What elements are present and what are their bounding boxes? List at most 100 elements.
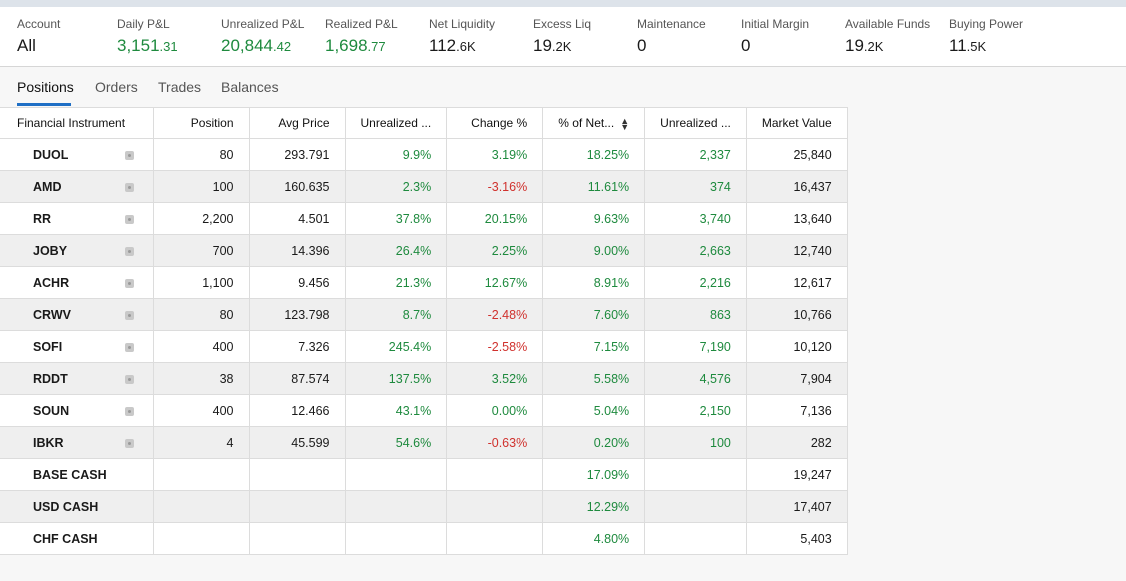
cell-change-pct: -3.16% [446, 170, 544, 203]
positions-table-body: DUOL 80 293.791 9.9% 3.19% 18.25% 2,337 25,840 A… [0, 138, 848, 555]
contract-info-icon[interactable] [125, 375, 134, 384]
symbol-label: AMD [33, 179, 62, 194]
header-position[interactable]: Position [152, 107, 250, 139]
contract-info-icon[interactable] [125, 343, 134, 352]
cell-unrealized-pnl [644, 458, 747, 491]
header-unrealized-pnl[interactable]: Unrealized ... [644, 107, 747, 139]
cell-pct-of-net-liq: 9.63% [542, 202, 646, 235]
account-selector[interactable]: All [17, 36, 36, 55]
contract-info-icon[interactable] [125, 311, 134, 320]
cell-avg-price: 45.599 [248, 426, 346, 459]
tab-orders[interactable]: Orders [95, 79, 138, 95]
cell-change-pct: 0.00% [446, 394, 544, 427]
table-row[interactable]: RR 2,200 4.501 37.8% 20.15% 9.63% 3,740 13,640 [0, 202, 848, 235]
header-financial-instrument[interactable]: Financial Instrument [0, 107, 154, 139]
cell-position: 100 [152, 170, 250, 203]
cell-unrealized-pct [344, 522, 448, 555]
cell-market-value: 12,740 [745, 234, 848, 267]
metric-value: 19.2K [845, 36, 930, 56]
cell-unrealized-pct: 245.4% [344, 330, 448, 363]
cell-unrealized-pct: 8.7% [344, 298, 448, 331]
cell-avg-price: 7.326 [248, 330, 346, 363]
table-row[interactable]: AMD 100 160.635 2.3% -3.16% 11.61% 374 16,437 [0, 170, 848, 203]
cell-change-pct [446, 458, 544, 491]
table-row[interactable]: DUOL 80 293.791 9.9% 3.19% 18.25% 2,337 25,840 [0, 138, 848, 171]
cell-position: 2,200 [152, 202, 250, 235]
metric-excess-liq: Excess Liq 19.2K [533, 17, 591, 56]
symbol-label: IBKR [33, 435, 64, 450]
contract-info-icon[interactable] [125, 215, 134, 224]
cell-symbol[interactable]: RDDT [0, 362, 154, 395]
cell-pct-of-net-liq: 17.09% [542, 458, 646, 491]
header-market-value[interactable]: Market Value [745, 107, 848, 139]
contract-info-icon[interactable] [125, 183, 134, 192]
cell-symbol[interactable]: CRWV [0, 298, 154, 331]
cell-position: 80 [152, 298, 250, 331]
header-avg-price[interactable]: Avg Price [248, 107, 346, 139]
metric-value: 11.5K [949, 36, 1023, 56]
tab-balances[interactable]: Balances [221, 79, 279, 95]
contract-info-icon[interactable] [125, 279, 134, 288]
header-unrealized-pct[interactable]: Unrealized ... [344, 107, 448, 139]
cell-symbol[interactable]: ACHR [0, 266, 154, 299]
table-row[interactable]: ACHR 1,100 9.456 21.3% 12.67% 8.91% 2,216 12,61… [0, 266, 848, 299]
cell-symbol[interactable]: DUOL [0, 138, 154, 171]
contract-info-icon[interactable] [125, 407, 134, 416]
cash-row[interactable]: USD CASH 12.29% 17,407 [0, 490, 848, 523]
tab-trades[interactable]: Trades [158, 79, 202, 95]
table-row[interactable]: SOFI 400 7.326 245.4% -2.58% 7.15% 7,190 10,120 [0, 330, 848, 363]
tab-positions[interactable]: Positions [17, 79, 74, 95]
table-row[interactable]: SOUN 400 12.466 43.1% 0.00% 5.04% 2,150 7,136 [0, 394, 848, 427]
cell-unrealized-pnl: 100 [644, 426, 747, 459]
symbol-label: ACHR [33, 275, 70, 290]
cell-unrealized-pct [344, 458, 448, 491]
value-unit: .2K [551, 39, 572, 54]
cell-change-pct: 3.52% [446, 362, 544, 395]
metric-realized-pnl: Realized P&L 1,698.77 [325, 17, 398, 56]
table-header-row: Financial Instrument Position Avg Price … [0, 107, 848, 139]
cell-symbol[interactable]: RR [0, 202, 154, 235]
cell-pct-of-net-liq: 4.80% [542, 522, 646, 555]
header-label: % of Net... [558, 116, 615, 130]
cell-symbol[interactable]: IBKR [0, 426, 154, 459]
metric-initial-margin: Initial Margin 0 [741, 17, 809, 56]
value-unit: .5K [966, 39, 987, 54]
metric-account[interactable]: Account All [17, 17, 60, 56]
tab-bar: Positions Orders Trades Balances [0, 67, 1126, 107]
metric-value: 3,151.31 [117, 36, 178, 56]
metric-label: Buying Power [949, 17, 1024, 31]
cell-unrealized-pnl: 863 [644, 298, 747, 331]
cell-symbol[interactable]: BASE CASH [0, 458, 154, 491]
cell-symbol[interactable]: SOUN [0, 394, 154, 427]
table-row[interactable]: IBKR 4 45.599 54.6% -0.63% 0.20% 100 282 [0, 426, 848, 459]
cash-row[interactable]: BASE CASH 17.09% 19,247 [0, 458, 848, 491]
cell-symbol[interactable]: USD CASH [0, 490, 154, 523]
cell-market-value: 5,403 [745, 522, 848, 555]
metric-unrealized-pnl: Unrealized P&L 20,844.42 [221, 17, 304, 56]
cell-symbol[interactable]: CHF CASH [0, 522, 154, 555]
symbol-label: SOFI [33, 339, 63, 354]
cell-pct-of-net-liq: 5.04% [542, 394, 646, 427]
cell-change-pct: -2.48% [446, 298, 544, 331]
cell-pct-of-net-liq: 7.15% [542, 330, 646, 363]
table-row[interactable]: CRWV 80 123.798 8.7% -2.48% 7.60% 863 10,766 [0, 298, 848, 331]
cell-symbol[interactable]: SOFI [0, 330, 154, 363]
contract-info-icon[interactable] [125, 151, 134, 160]
table-row[interactable]: RDDT 38 87.574 137.5% 3.52% 5.58% 4,576 7,904 [0, 362, 848, 395]
metric-buying-power: Buying Power 11.5K [949, 17, 1023, 56]
table-row[interactable]: JOBY 700 14.396 26.4% 2.25% 9.00% 2,663 12,740 [0, 234, 848, 267]
contract-info-icon[interactable] [125, 439, 134, 448]
cell-change-pct: 2.25% [446, 234, 544, 267]
metric-label: Account [17, 17, 61, 31]
cell-avg-price: 87.574 [248, 362, 346, 395]
sort-icon[interactable]: ▲ ▼ [620, 115, 630, 132]
cell-unrealized-pnl: 2,216 [644, 266, 747, 299]
contract-info-icon[interactable] [125, 247, 134, 256]
value-main: 11 [949, 36, 967, 55]
metric-label: Realized P&L [325, 17, 398, 31]
cell-symbol[interactable]: JOBY [0, 234, 154, 267]
cell-symbol[interactable]: AMD [0, 170, 154, 203]
header-pct-of-net-liq[interactable]: % of Net... ▲ ▼ [542, 107, 646, 139]
header-change-pct[interactable]: Change % [446, 107, 544, 139]
cash-row[interactable]: CHF CASH 4.80% 5,403 [0, 522, 848, 555]
